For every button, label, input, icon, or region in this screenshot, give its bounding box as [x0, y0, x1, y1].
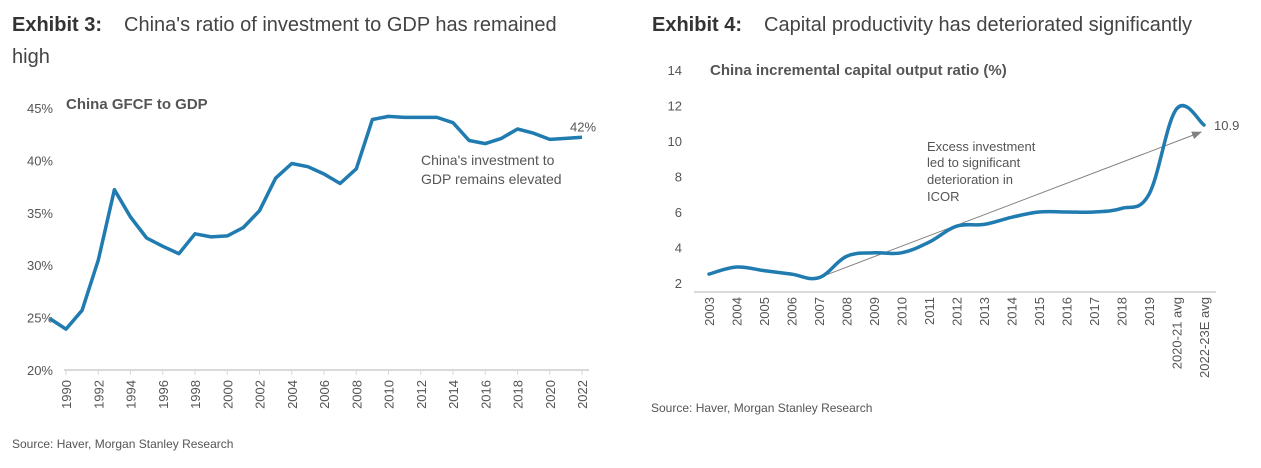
y-tick-label: 2: [675, 276, 682, 291]
x-tick-label: 2014: [446, 380, 461, 409]
exhibit-4-source: Source: Haver, Morgan Stanley Research: [651, 401, 873, 415]
x-tick-label: 2010: [895, 297, 910, 326]
annotation-line-2: GDP remains elevated: [421, 171, 562, 187]
x-tick-label: 2011: [922, 297, 937, 325]
end-value-label: 42%: [570, 119, 596, 134]
x-tick-label: 2016: [478, 380, 493, 409]
gfcf-to-gdp-chart: 20% 25% 30% 35% 40% 45% 1990 1992 1994 1996 1998 2…: [27, 96, 596, 409]
y-tick-label: 4: [675, 241, 682, 256]
exhibit-3-label: Exhibit 3:: [12, 14, 103, 36]
exhibit-4-title: Exhibit 4: Capital productivity has deter…: [652, 9, 1252, 41]
x-tick-label: 2009: [867, 297, 882, 326]
x-tick-label: 2008: [840, 297, 855, 326]
exhibit-3-title: Exhibit 3: China's ratio of investment to…: [12, 9, 592, 73]
x-tick-label: 2005: [757, 297, 772, 326]
chart-title: China incremental capital output ratio (…: [710, 62, 1007, 79]
x-tick-label: 2006: [785, 297, 800, 326]
exhibit-4-heading: Capital productivity has deteriorated si…: [764, 14, 1193, 36]
x-tick-label: 2020: [543, 380, 558, 409]
x-tick-label: 2002: [253, 380, 268, 409]
y-tick-label: 40%: [27, 153, 53, 168]
x-tick-label: 2015: [1032, 297, 1047, 326]
x-tick-label: 2018: [1115, 297, 1130, 326]
x-tick-label: 1998: [188, 380, 203, 409]
y-tick-label: 6: [675, 205, 682, 220]
x-tick-label: 2006: [317, 380, 332, 409]
annotation-line-3: deterioration in: [927, 172, 1013, 187]
x-tick-label: 1992: [91, 380, 106, 409]
x-tick-label: 2017: [1087, 297, 1102, 326]
y-tick-label: 10: [668, 134, 682, 149]
annotation-line-2: led to significant: [927, 155, 1021, 170]
y-tick-label: 8: [675, 170, 682, 185]
x-tick-label: 2016: [1060, 297, 1075, 326]
y-tick-label: 12: [668, 99, 682, 114]
x-tick-label: 2019: [1142, 297, 1157, 326]
x-tick-label: 2018: [511, 380, 526, 409]
x-tick-label: 2022: [575, 380, 590, 409]
x-tick-label: 2004: [285, 380, 300, 409]
exhibit-3-source: Source: Haver, Morgan Stanley Research: [12, 437, 234, 451]
y-tick-label: 25%: [27, 311, 53, 326]
x-tick-label: 1990: [59, 380, 74, 409]
trend-arrow: [818, 131, 1202, 279]
series-line-icor: [707, 104, 1206, 281]
x-tick-label: 2012: [414, 380, 429, 409]
chart-title: China GFCF to GDP: [66, 96, 208, 113]
annotation-line-4: ICOR: [927, 189, 960, 204]
x-tick-label: 2013: [977, 297, 992, 326]
x-tick-label: 2010: [382, 380, 397, 409]
y-tick-label: 20%: [27, 363, 53, 378]
y-tick-label: 35%: [27, 206, 53, 221]
x-tick-label: 2004: [730, 297, 745, 326]
x-tick-label: 1994: [124, 380, 139, 409]
x-tick-label: 2012: [950, 297, 965, 326]
y-tick-label: 14: [668, 63, 682, 78]
exhibit-3-heading: China's ratio of investment to GDP has r…: [12, 14, 557, 68]
y-tick-label: 45%: [27, 101, 53, 116]
x-tick-label: 2022-23E avg: [1197, 297, 1212, 378]
x-tick-label: 1996: [156, 380, 171, 409]
x-tick-label: 2003: [702, 297, 717, 326]
y-tick-label: 30%: [27, 258, 53, 273]
annotation-line-1: Excess investment: [927, 139, 1036, 154]
x-tick-label: 2014: [1005, 297, 1020, 326]
x-tick-label: 2007: [812, 297, 827, 326]
annotation-line-1: China's investment to: [421, 152, 555, 168]
exhibit-4-label: Exhibit 4:: [652, 14, 743, 36]
x-tick-label: 2020-21 avg: [1170, 297, 1185, 369]
x-tick-label: 2000: [220, 380, 235, 409]
series-line-gfcf: [48, 114, 583, 331]
end-value-label: 10.9: [1214, 118, 1239, 133]
x-tick-label: 2008: [349, 380, 364, 409]
